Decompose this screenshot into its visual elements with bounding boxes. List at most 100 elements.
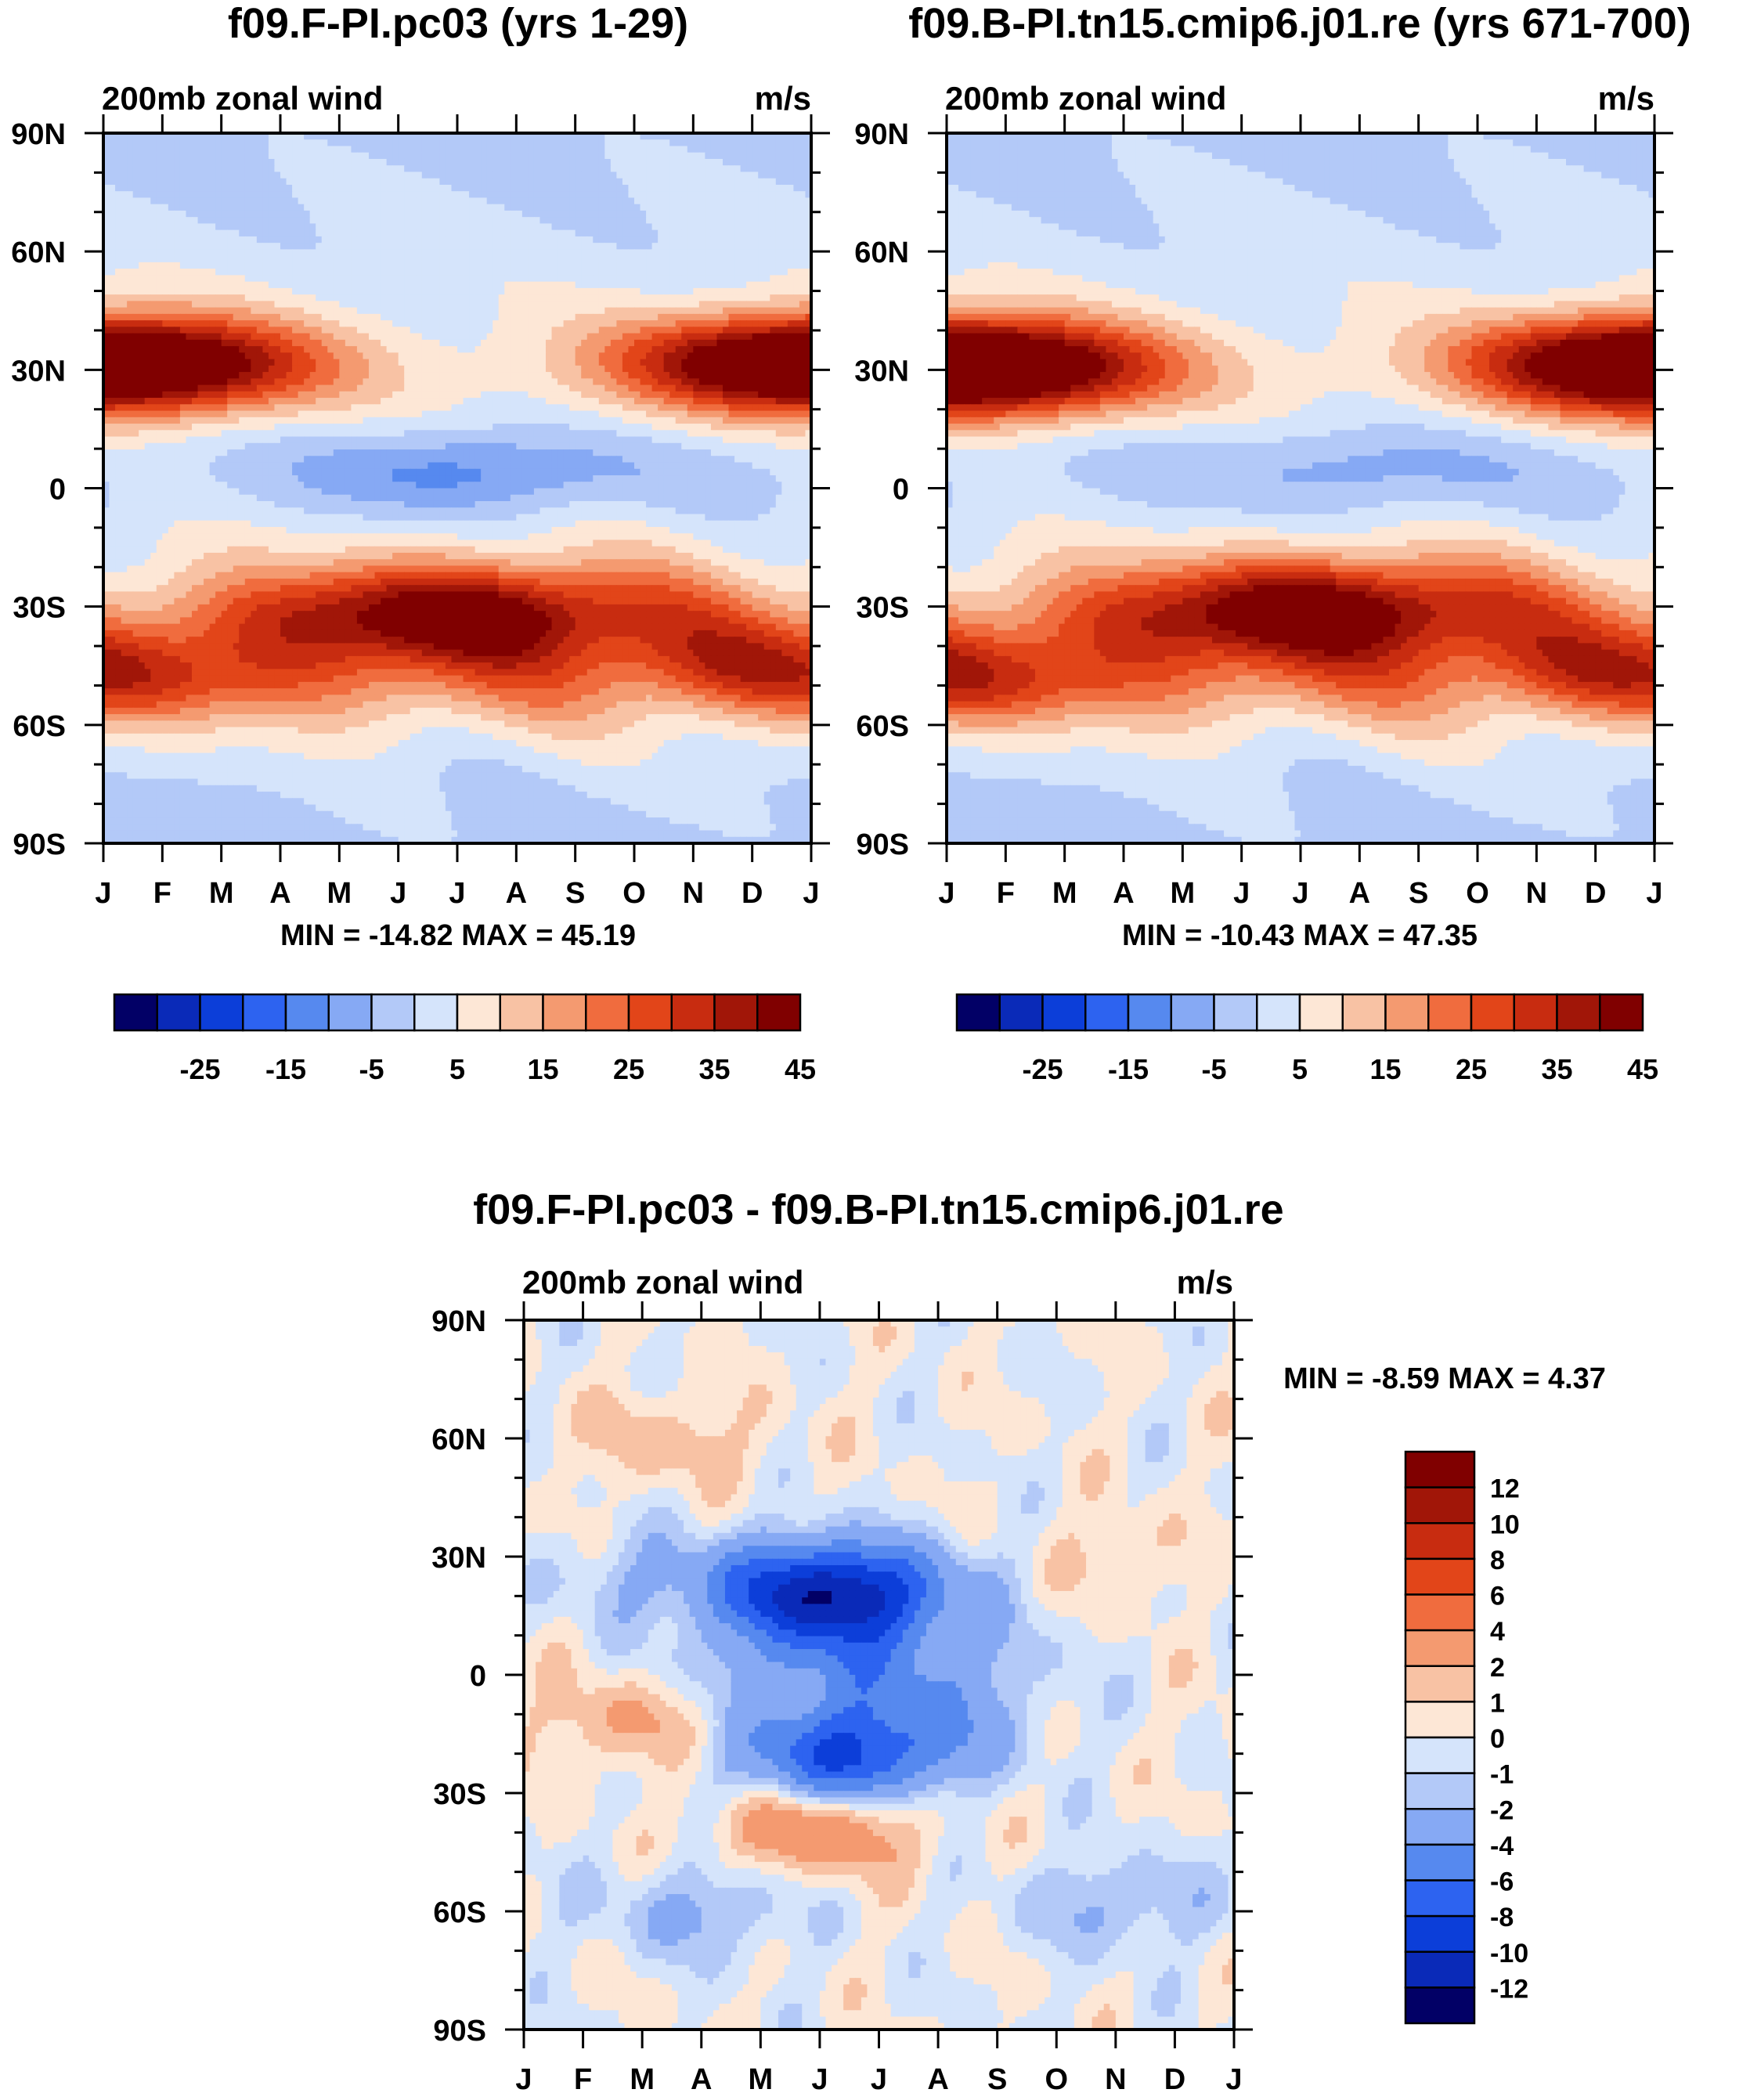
contour-cell bbox=[640, 243, 647, 250]
contour-cell bbox=[322, 301, 328, 308]
contour-cell bbox=[174, 275, 180, 282]
contour-cell bbox=[274, 366, 280, 373]
contour-cell bbox=[616, 352, 622, 359]
contour-cell bbox=[304, 320, 310, 327]
contour-cell bbox=[546, 320, 552, 327]
contour-cell bbox=[168, 185, 175, 192]
contour-cell bbox=[392, 249, 399, 256]
contour-cell bbox=[422, 385, 428, 392]
contour-cell bbox=[351, 179, 357, 186]
contour-cell bbox=[788, 159, 794, 166]
contour-cell bbox=[316, 153, 322, 160]
contour-cell bbox=[493, 308, 499, 315]
contour-cell bbox=[522, 352, 529, 359]
contour-cell bbox=[487, 249, 493, 256]
contour-cell bbox=[793, 391, 799, 399]
contour-cell bbox=[599, 249, 605, 256]
contour-cell bbox=[310, 153, 316, 160]
contour-cell bbox=[351, 288, 357, 295]
contour-cell bbox=[334, 179, 340, 186]
contour-cell bbox=[522, 314, 529, 321]
contour-cell bbox=[274, 352, 280, 359]
contour-cell bbox=[168, 391, 175, 399]
contour-cell bbox=[604, 352, 611, 359]
contour-cell bbox=[428, 391, 434, 399]
contour-cell bbox=[381, 269, 387, 276]
contour-cell bbox=[157, 282, 163, 289]
contour-cell bbox=[770, 294, 776, 301]
contour-cell bbox=[511, 340, 517, 347]
contour-cell bbox=[658, 185, 664, 192]
contour-cell bbox=[669, 197, 676, 204]
contour-cell bbox=[564, 171, 570, 179]
contour-cell bbox=[604, 385, 611, 392]
contour-cell bbox=[198, 197, 204, 204]
contour-cell bbox=[274, 159, 280, 166]
contour-cell bbox=[758, 269, 764, 276]
contour-cell bbox=[481, 185, 487, 192]
contour-cell bbox=[746, 366, 752, 373]
contour-cell bbox=[375, 197, 381, 204]
contour-cell bbox=[186, 243, 192, 250]
contour-cell bbox=[746, 146, 752, 153]
contour-cell bbox=[133, 139, 139, 146]
contour-cell bbox=[729, 179, 735, 186]
contour-cell bbox=[180, 340, 186, 347]
contour-cell bbox=[469, 243, 475, 250]
contour-cell bbox=[504, 146, 511, 153]
contour-cell bbox=[157, 230, 163, 237]
contour-cell bbox=[215, 308, 222, 315]
contour-cell bbox=[439, 159, 446, 166]
contour-cell bbox=[711, 146, 717, 153]
contour-cell bbox=[781, 223, 788, 230]
contour-cell bbox=[351, 346, 357, 353]
contour-cell bbox=[776, 159, 782, 166]
contour-cell bbox=[410, 159, 417, 166]
contour-cell bbox=[741, 372, 747, 379]
contour-cell bbox=[345, 301, 352, 308]
contour-cell bbox=[693, 243, 699, 250]
contour-cell bbox=[446, 391, 452, 399]
contour-cell bbox=[222, 217, 228, 224]
contour-cell bbox=[410, 185, 417, 192]
contour-cell bbox=[334, 171, 340, 179]
contour-cell bbox=[192, 230, 198, 237]
contour-cell bbox=[699, 236, 705, 244]
contour-cell bbox=[539, 398, 546, 405]
contour-cell bbox=[310, 269, 316, 276]
contour-cell bbox=[310, 139, 316, 146]
contour-cell bbox=[180, 171, 186, 179]
contour-cell bbox=[499, 223, 505, 230]
contour-cell bbox=[304, 385, 310, 392]
contour-cell bbox=[345, 256, 352, 263]
contour-cell bbox=[764, 320, 770, 327]
contour-cell bbox=[504, 217, 511, 224]
contour-cell bbox=[487, 346, 493, 353]
contour-cell bbox=[239, 340, 245, 347]
contour-cell bbox=[622, 243, 629, 250]
contour-cell bbox=[316, 294, 322, 301]
contour-cell bbox=[758, 223, 764, 230]
contour-cell bbox=[464, 282, 470, 289]
contour-cell bbox=[334, 378, 340, 385]
contour-cell bbox=[115, 197, 121, 204]
contour-cell bbox=[387, 334, 393, 341]
contour-cell bbox=[186, 211, 192, 218]
contour-cell bbox=[145, 211, 151, 218]
contour-cell bbox=[723, 262, 729, 269]
contour-cell bbox=[198, 308, 204, 315]
contour-cell bbox=[428, 282, 434, 289]
contour-cell bbox=[127, 262, 133, 269]
contour-cell bbox=[434, 378, 440, 385]
contour-cell bbox=[298, 269, 305, 276]
contour-cell bbox=[764, 256, 770, 263]
contour-cell bbox=[499, 359, 505, 366]
contour-cell bbox=[564, 185, 570, 192]
contour-cell bbox=[599, 334, 605, 341]
contour-cell bbox=[239, 391, 245, 399]
contour-cell bbox=[280, 211, 287, 218]
contour-cell bbox=[511, 282, 517, 289]
contour-cell bbox=[793, 256, 799, 263]
contour-cell bbox=[640, 223, 647, 230]
contour-cell bbox=[139, 275, 145, 282]
